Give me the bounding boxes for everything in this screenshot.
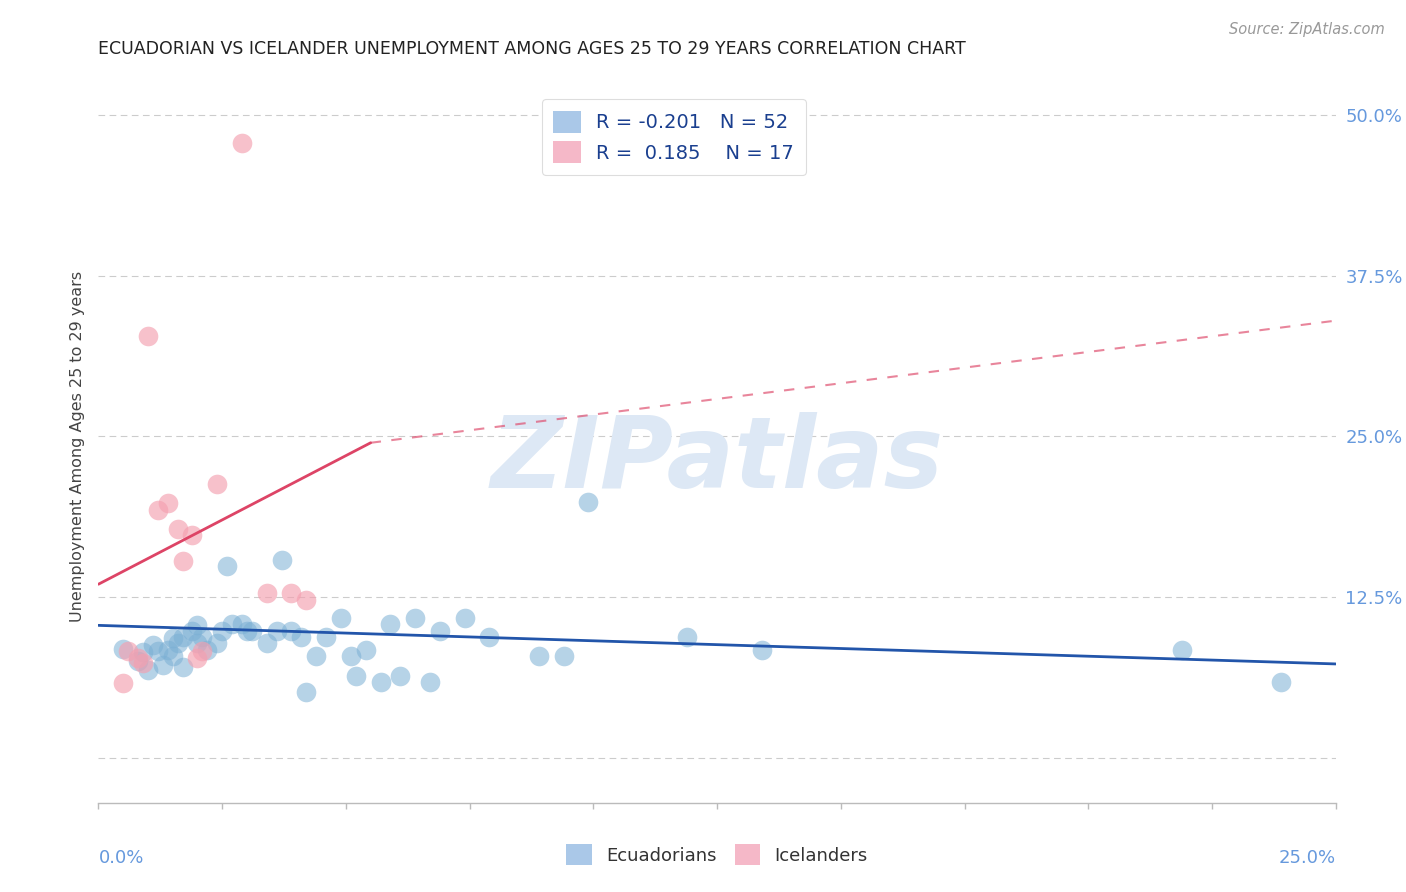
- Point: [340, 649, 363, 664]
- Legend: Ecuadorians, Icelanders: Ecuadorians, Icelanders: [567, 845, 868, 865]
- Text: 0.0%: 0.0%: [98, 849, 143, 867]
- Point: [380, 617, 402, 632]
- Point: [166, 522, 188, 536]
- Point: [181, 624, 204, 638]
- Point: [172, 659, 194, 673]
- Point: [453, 610, 475, 624]
- Point: [240, 624, 263, 638]
- Point: [354, 642, 377, 657]
- Point: [136, 329, 159, 343]
- Point: [295, 685, 318, 699]
- Point: [295, 592, 318, 607]
- Point: [370, 675, 392, 690]
- Point: [217, 559, 239, 574]
- Point: [156, 642, 179, 657]
- Point: [117, 644, 139, 658]
- Point: [191, 630, 214, 644]
- Point: [132, 656, 155, 670]
- Point: [136, 664, 159, 678]
- Point: [231, 136, 253, 151]
- Point: [344, 668, 367, 682]
- Point: [266, 624, 288, 638]
- Point: [1171, 642, 1194, 657]
- Point: [305, 649, 328, 664]
- Point: [389, 668, 412, 682]
- Point: [270, 553, 292, 567]
- Point: [166, 636, 188, 650]
- Point: [205, 477, 228, 491]
- Point: [751, 642, 773, 657]
- Text: ZIPatlas: ZIPatlas: [491, 412, 943, 508]
- Point: [290, 630, 312, 644]
- Point: [256, 586, 278, 600]
- Point: [186, 650, 208, 665]
- Text: ECUADORIAN VS ICELANDER UNEMPLOYMENT AMONG AGES 25 TO 29 YEARS CORRELATION CHART: ECUADORIAN VS ICELANDER UNEMPLOYMENT AMO…: [98, 40, 966, 58]
- Point: [156, 496, 179, 510]
- Point: [280, 586, 302, 600]
- Point: [152, 658, 174, 673]
- Y-axis label: Unemployment Among Ages 25 to 29 years: Unemployment Among Ages 25 to 29 years: [69, 270, 84, 622]
- Point: [211, 624, 233, 638]
- Point: [162, 649, 184, 664]
- Point: [329, 610, 352, 624]
- Point: [172, 554, 194, 568]
- Point: [132, 645, 155, 659]
- Point: [146, 502, 169, 516]
- Text: 25.0%: 25.0%: [1278, 849, 1336, 867]
- Point: [127, 654, 149, 668]
- Point: [478, 630, 501, 644]
- Point: [553, 649, 575, 664]
- Point: [142, 638, 165, 652]
- Point: [315, 630, 337, 644]
- Point: [205, 636, 228, 650]
- Point: [221, 617, 243, 632]
- Point: [404, 610, 426, 624]
- Point: [419, 675, 441, 690]
- Point: [181, 528, 204, 542]
- Point: [127, 650, 149, 665]
- Text: Source: ZipAtlas.com: Source: ZipAtlas.com: [1229, 22, 1385, 37]
- Point: [280, 624, 302, 638]
- Point: [191, 644, 214, 658]
- Point: [186, 618, 208, 632]
- Point: [236, 624, 259, 638]
- Point: [186, 636, 208, 650]
- Point: [1270, 675, 1292, 690]
- Point: [146, 644, 169, 658]
- Point: [256, 636, 278, 650]
- Point: [112, 676, 135, 690]
- Point: [676, 630, 699, 644]
- Point: [195, 642, 218, 657]
- Point: [576, 495, 599, 509]
- Point: [172, 630, 194, 644]
- Point: [527, 649, 550, 664]
- Point: [429, 624, 451, 638]
- Point: [162, 631, 184, 645]
- Point: [231, 617, 253, 632]
- Point: [112, 641, 135, 656]
